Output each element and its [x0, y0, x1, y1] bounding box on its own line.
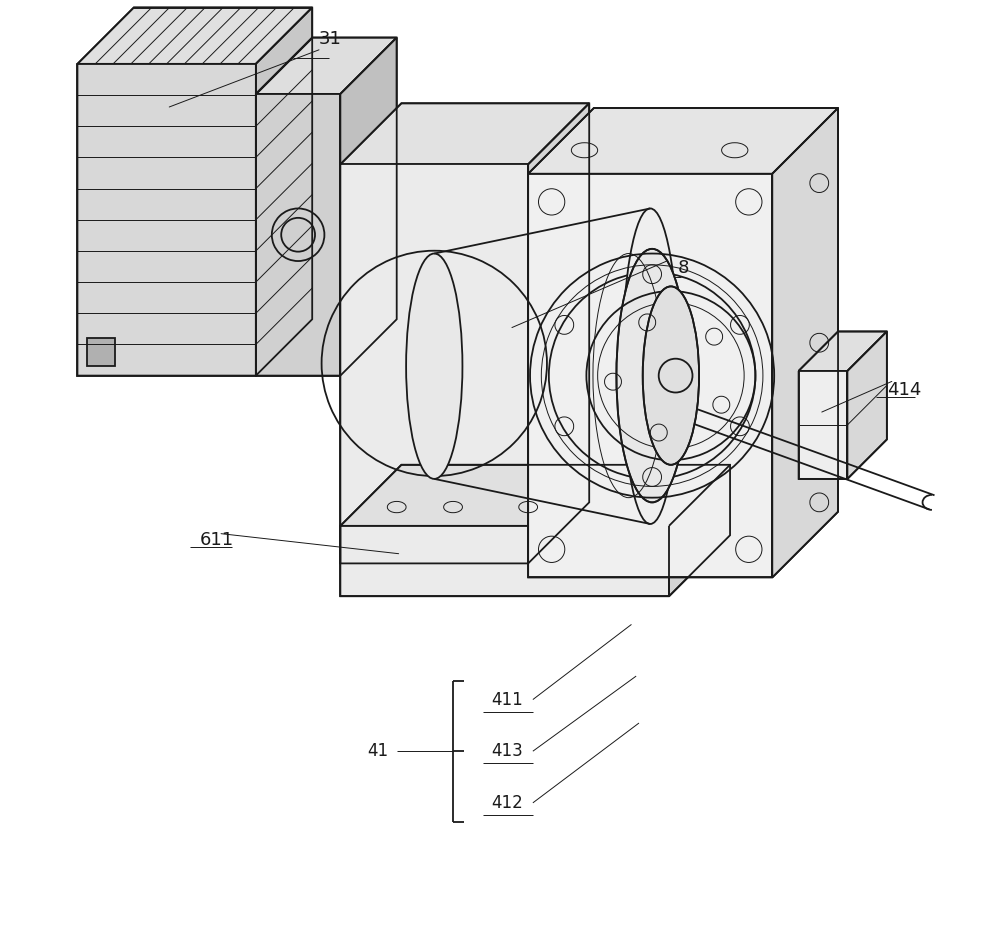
Polygon shape [528, 108, 838, 174]
Polygon shape [528, 103, 589, 563]
Polygon shape [340, 465, 730, 526]
Polygon shape [77, 8, 312, 64]
Polygon shape [799, 371, 847, 479]
Text: 412: 412 [492, 793, 523, 812]
Text: 41: 41 [367, 742, 388, 761]
Text: 8: 8 [677, 258, 689, 277]
Polygon shape [77, 64, 256, 376]
Polygon shape [340, 526, 669, 596]
Polygon shape [256, 38, 397, 94]
Polygon shape [340, 164, 528, 563]
Ellipse shape [622, 208, 678, 524]
Text: 31: 31 [319, 30, 341, 49]
Text: 414: 414 [887, 380, 921, 399]
Polygon shape [528, 174, 772, 577]
Polygon shape [799, 331, 887, 371]
Ellipse shape [406, 254, 462, 479]
Text: 413: 413 [492, 742, 523, 761]
Polygon shape [340, 38, 397, 376]
Ellipse shape [616, 249, 688, 502]
Text: 411: 411 [492, 690, 523, 709]
Text: 611: 611 [199, 531, 233, 549]
Polygon shape [669, 465, 730, 596]
Polygon shape [256, 94, 340, 376]
Polygon shape [340, 103, 589, 164]
Polygon shape [87, 338, 115, 366]
Polygon shape [256, 8, 312, 376]
Ellipse shape [643, 286, 699, 465]
Polygon shape [772, 108, 838, 577]
Polygon shape [847, 331, 887, 479]
